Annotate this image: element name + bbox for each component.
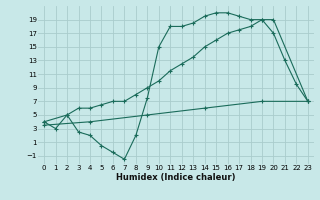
X-axis label: Humidex (Indice chaleur): Humidex (Indice chaleur) — [116, 173, 236, 182]
